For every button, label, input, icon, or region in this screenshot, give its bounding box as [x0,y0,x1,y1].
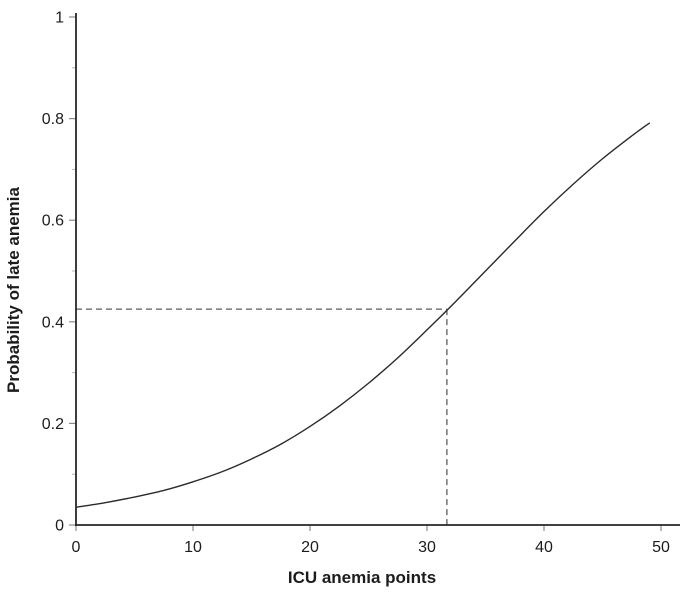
x-tick-label: 0 [72,539,81,556]
x-tick-label: 20 [301,539,319,556]
y-tick-label: 0.6 [42,213,64,230]
probability-curve [75,122,650,508]
x-axis-title: ICU anemia points [287,568,437,587]
x-tick-label: 50 [652,539,670,556]
x-tick-label: 40 [535,539,553,556]
y-axis-title: Probability of late anemia [4,187,23,393]
y-tick-label: 0.8 [42,111,64,128]
y-tick-label: 0.2 [42,416,64,433]
y-tick-label: 1 [55,10,64,27]
x-tick-label: 30 [418,539,436,556]
y-tick-label: 0.4 [42,314,64,331]
x-tick-label: 10 [184,539,202,556]
y-tick-label: 0 [55,518,64,535]
